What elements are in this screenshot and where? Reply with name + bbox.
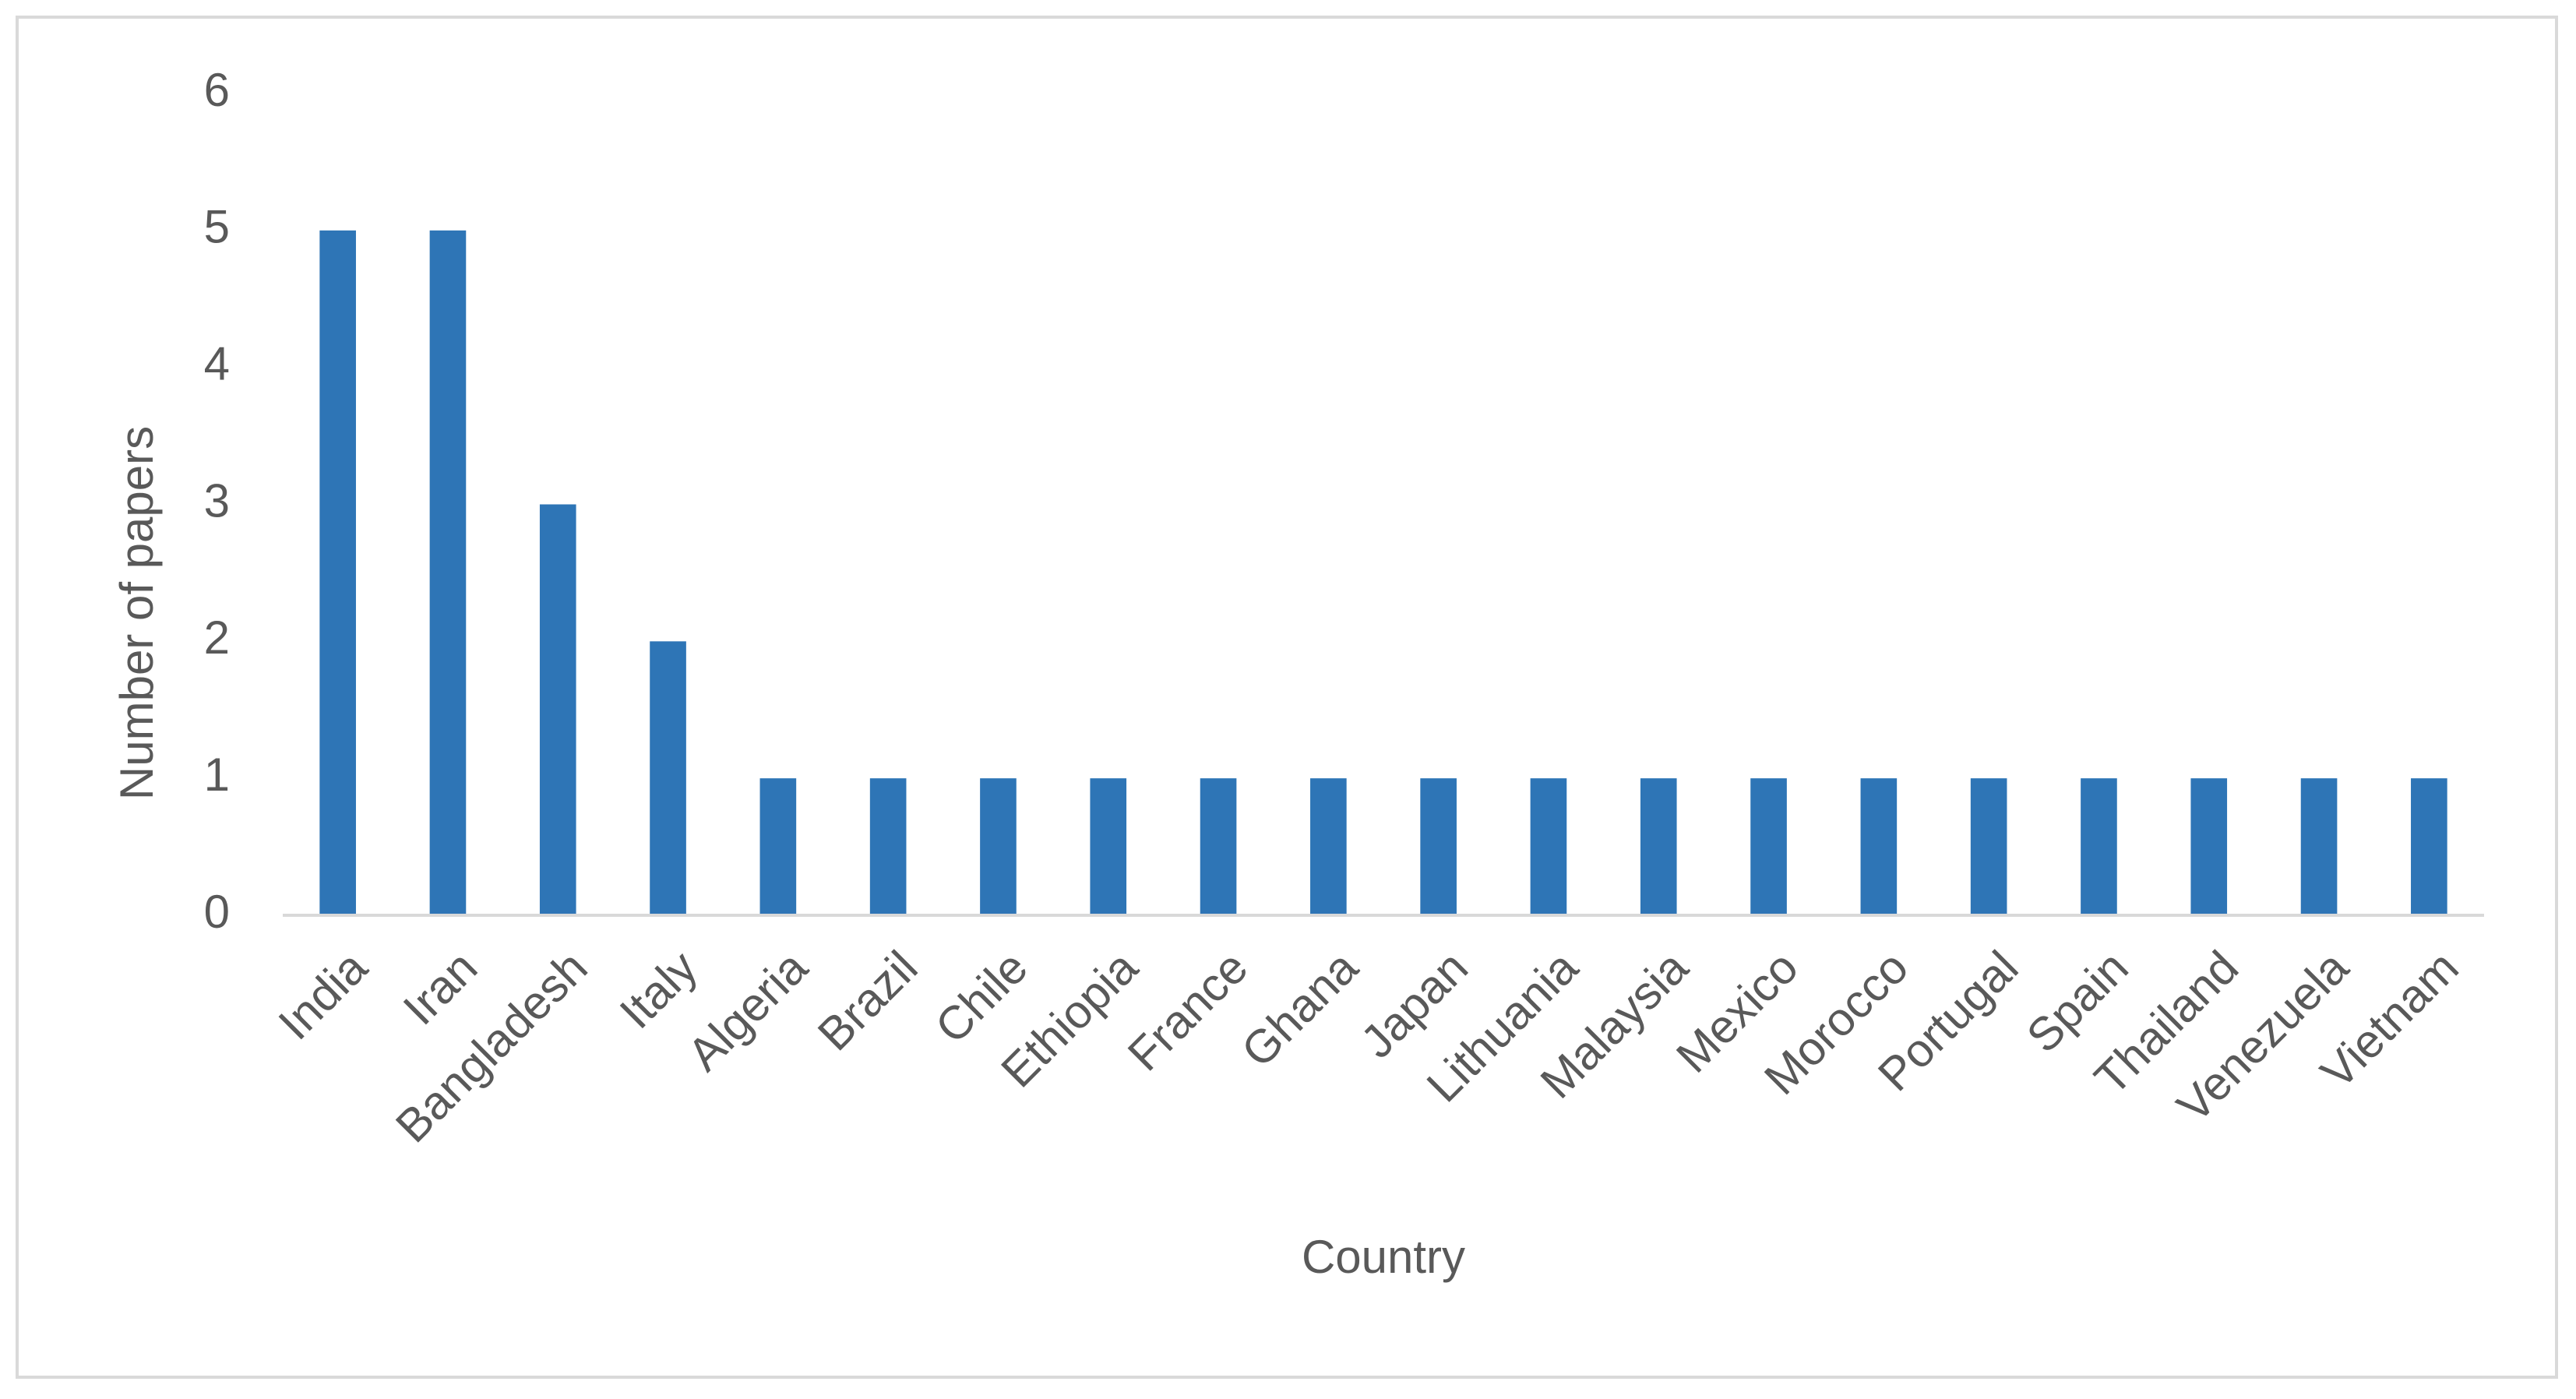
y-tick-label: 6 xyxy=(204,64,230,116)
bar xyxy=(1640,778,1677,915)
x-axis-title: Country xyxy=(1302,1231,1465,1283)
bar xyxy=(869,778,907,915)
bar xyxy=(2190,778,2228,915)
bar xyxy=(980,778,1017,915)
bar xyxy=(1750,778,1787,915)
y-tick-label: 4 xyxy=(204,338,230,390)
y-tick-label: 5 xyxy=(204,201,230,253)
y-tick-label: 3 xyxy=(204,474,230,527)
bar xyxy=(319,230,356,915)
y-axis-title: Number of papers xyxy=(111,426,163,800)
bar xyxy=(1090,778,1127,915)
bar xyxy=(1420,778,1457,915)
bar xyxy=(1970,778,2007,915)
bar xyxy=(1860,778,1898,915)
y-tick-label: 1 xyxy=(204,749,230,801)
bar xyxy=(759,778,797,915)
bar xyxy=(650,641,686,915)
bar xyxy=(539,504,576,915)
bar xyxy=(1530,778,1567,915)
y-tick-label: 2 xyxy=(204,611,230,664)
bar xyxy=(2300,778,2338,915)
bar xyxy=(2411,778,2447,915)
bar xyxy=(1200,778,1237,915)
bar xyxy=(2081,778,2117,915)
chart-border xyxy=(16,16,2558,1379)
y-tick-label: 0 xyxy=(204,886,230,938)
bar xyxy=(429,230,467,915)
bar xyxy=(1310,778,1347,915)
